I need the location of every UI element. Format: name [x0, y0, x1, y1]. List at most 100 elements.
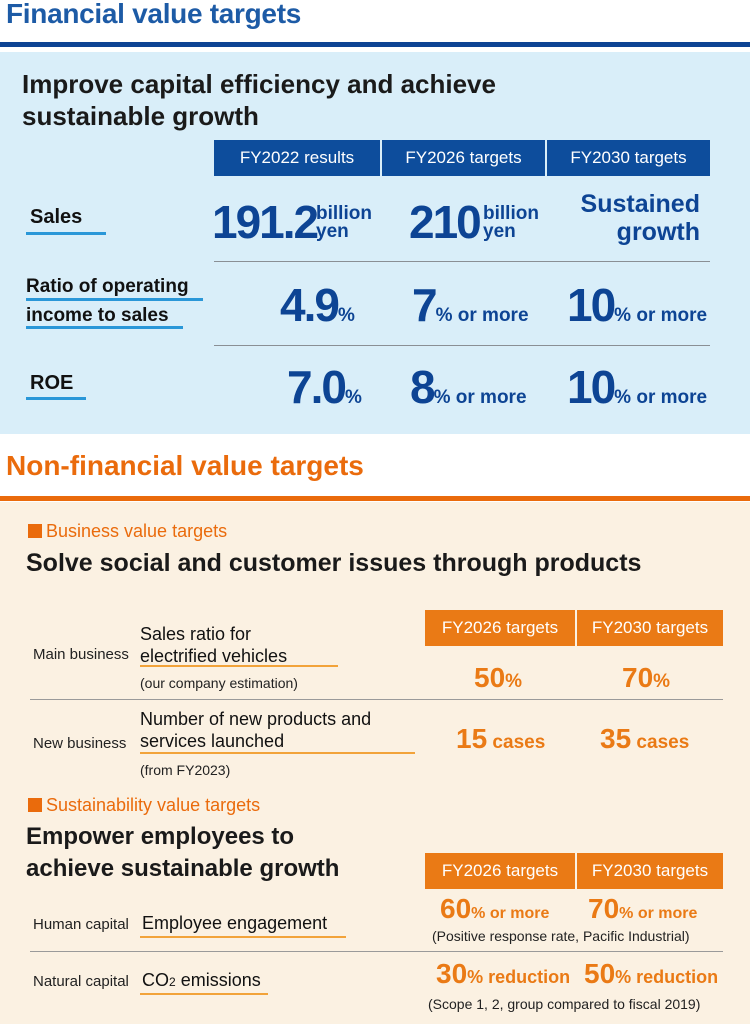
natural-capital-label: Natural capital — [33, 973, 129, 990]
sales-fy2026-unit-b: yen — [483, 221, 516, 242]
row-label-underline — [26, 232, 106, 235]
nonfinancial-rule — [0, 496, 750, 501]
main-business-fy2030-unit: % — [653, 671, 671, 692]
business-col-header-fy2026: FY2026 targets — [425, 610, 575, 646]
human-capital-label: Human capital — [33, 916, 129, 933]
row-label-ratio-a: Ratio of operating — [26, 276, 189, 297]
sustainability-col-header-fy2030: FY2030 targets — [577, 853, 723, 889]
item-underline — [140, 936, 346, 938]
main-business-fy2026-value: 50 — [474, 662, 506, 693]
natural-capital-fy2030-unit: % reduction — [615, 967, 719, 987]
co2-text: CO — [142, 970, 169, 990]
human-capital-note: (Positive response rate, Pacific Industr… — [432, 928, 690, 944]
sales-fy2026-unit-a: billion — [483, 203, 539, 224]
sales-fy2030-value-a: Sustained — [580, 190, 700, 218]
new-business-label: New business — [33, 735, 127, 752]
natural-capital-fy2030: 50% reduction — [584, 958, 718, 990]
sustainability-subtitle-b: achieve sustainable growth — [26, 855, 340, 882]
sales-fy2022-unit-a: billion — [316, 203, 372, 224]
roe-fy2026-unit: % or more — [433, 387, 527, 408]
roe-fy2022-value: 7.0 — [287, 361, 347, 413]
new-business-item-b: services launched — [140, 731, 285, 751]
main-business-fy2030: 70% — [622, 662, 670, 694]
ratio-fy2030-value: 10 — [567, 279, 616, 331]
main-business-label: Main business — [33, 646, 129, 663]
natural-capital-fy2026-unit: % reduction — [467, 967, 571, 987]
new-business-fy2030: 35 cases — [600, 723, 689, 755]
nonfinancial-heading: Non-financial value targets — [6, 450, 364, 481]
item-underline — [140, 665, 338, 667]
ratio-fy2022-unit: % — [337, 305, 355, 326]
sustainability-col-header-fy2026: FY2026 targets — [425, 853, 575, 889]
roe-fy2022-unit: % — [344, 387, 362, 408]
roe-fy2030-unit: % or more — [614, 387, 708, 408]
roe-fy2030: 10% or more — [567, 360, 707, 414]
row-divider — [214, 261, 710, 262]
row-label-roe: ROE — [30, 372, 74, 394]
item-underline — [140, 993, 268, 995]
new-business-fy2026-value: 15 — [456, 723, 488, 754]
nonfinancial-panel — [0, 502, 750, 1024]
ratio-fy2030: 10% or more — [567, 278, 707, 332]
row-divider — [30, 951, 723, 952]
col-header-fy2026: FY2026 targets — [382, 140, 545, 176]
new-business-fy2030-unit: cases — [631, 732, 690, 753]
sustainability-subtitle-a: Empower employees to — [26, 823, 295, 850]
ratio-fy2030-unit: % or more — [614, 305, 708, 326]
main-business-note: (our company estimation) — [140, 675, 298, 691]
human-capital-fy2030-value: 70 — [588, 893, 620, 924]
human-capital-item: Employee engagement — [142, 913, 328, 933]
ratio-fy2026-unit: % or more — [435, 305, 529, 326]
col-header-fy2030: FY2030 targets — [547, 140, 710, 176]
sales-fy2030-value-b: growth — [616, 218, 700, 246]
roe-fy2026: 8% or more — [410, 360, 527, 414]
financial-heading: Financial value targets — [6, 0, 301, 29]
roe-fy2026-value: 8 — [410, 361, 436, 413]
sales-fy2022-unit-b: yen — [316, 221, 349, 242]
ratio-fy2022: 4.9% — [280, 278, 355, 332]
new-business-fy2030-value: 35 — [600, 723, 632, 754]
new-business-note: (from FY2023) — [140, 762, 231, 778]
natural-capital-fy2026: 30% reduction — [436, 958, 570, 990]
human-capital-fy2030-unit: % or more — [619, 905, 698, 922]
row-divider — [214, 345, 710, 346]
human-capital-fy2026-unit: % or more — [471, 905, 550, 922]
row-label-underline — [26, 298, 203, 301]
main-business-item-b: electrified vehicles — [140, 646, 288, 666]
main-business-fy2030-value: 70 — [622, 662, 654, 693]
emissions-text: emissions — [175, 970, 261, 990]
business-subtitle: Solve social and customer issues through… — [26, 549, 642, 577]
natural-capital-item: CO2 emissions — [142, 969, 261, 993]
row-divider — [30, 699, 723, 700]
item-underline — [140, 752, 415, 754]
sustainability-category: Sustainability value targets — [46, 795, 261, 815]
row-label-ratio-b: income to sales — [26, 305, 169, 326]
human-capital-fy2026-value: 60 — [440, 893, 472, 924]
main-business-fy2026-unit: % — [505, 671, 523, 692]
human-capital-fy2026: 60% or more — [440, 893, 549, 925]
roe-fy2030-value: 10 — [567, 361, 616, 413]
col-header-fy2022: FY2022 results — [214, 140, 380, 176]
square-icon — [28, 524, 42, 538]
human-capital-fy2030: 70% or more — [588, 893, 697, 925]
financial-subtitle: Improve capital efficiency and achieve s… — [22, 69, 496, 131]
ratio-fy2026-value: 7 — [412, 279, 438, 331]
ratio-fy2026: 7% or more — [412, 278, 529, 332]
main-business-fy2026: 50% — [474, 662, 522, 694]
new-business-item-a: Number of new products and — [140, 709, 372, 729]
roe-fy2022: 7.0% — [287, 360, 362, 414]
row-label-underline — [26, 326, 183, 329]
natural-capital-fy2026-value: 30 — [436, 958, 468, 989]
natural-capital-note: (Scope 1, 2, group compared to fiscal 20… — [428, 996, 701, 1012]
sales-fy2022-value: 191.2 — [212, 196, 319, 248]
new-business-fy2026: 15 cases — [456, 723, 545, 755]
financial-rule — [0, 42, 750, 47]
financial-panel — [0, 52, 750, 434]
square-icon — [28, 798, 42, 812]
main-business-item-a: Sales ratio for — [140, 624, 252, 644]
row-label-underline — [26, 397, 86, 400]
co2-subscript: 2 — [169, 975, 176, 989]
new-business-fy2026-unit: cases — [487, 732, 546, 753]
ratio-fy2022-value: 4.9 — [280, 279, 340, 331]
business-category: Business value targets — [46, 521, 228, 541]
